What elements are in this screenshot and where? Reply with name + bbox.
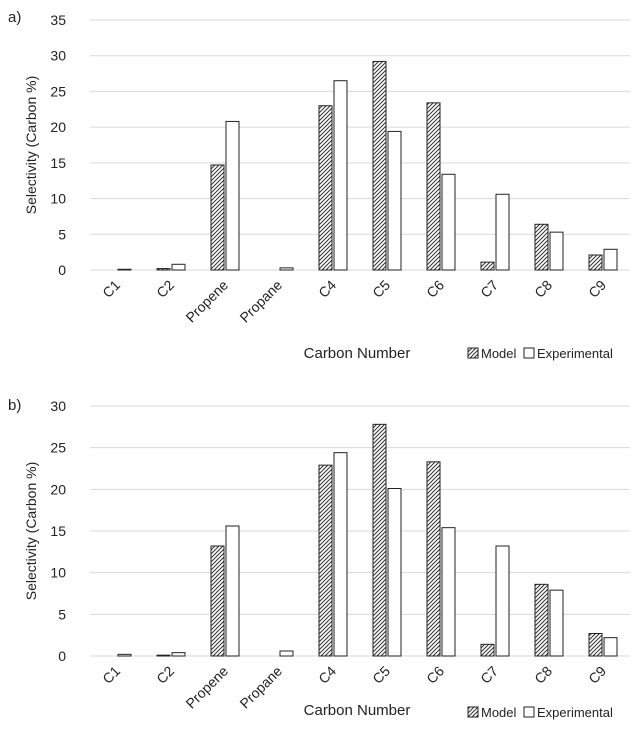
x-tick-label: C1 — [99, 277, 123, 301]
bar-experimental-c2 — [171, 263, 186, 271]
bar-model-c2 — [156, 268, 171, 271]
bar-model-c5 — [372, 423, 387, 657]
x-tick-label: C1 — [99, 663, 123, 687]
x-tick-label: C4 — [315, 277, 339, 301]
bar-model-c5 — [372, 60, 387, 271]
bar-model-c9 — [588, 633, 603, 657]
bar-experimental-c7 — [495, 545, 510, 657]
x-tick-label: C8 — [531, 663, 555, 687]
x-axis-label: Carbon Number — [304, 702, 411, 719]
y-tick-label: 35 — [50, 12, 66, 28]
x-tick-label: C6 — [423, 663, 447, 687]
y-tick-label: 0 — [58, 648, 66, 664]
x-tick-label: C7 — [477, 277, 501, 301]
x-tick-label: C6 — [423, 277, 447, 301]
chart-panel-a: 0 5 10 15 20 25 30 35 a) Selectivity (Carbon %) C1… — [0, 0, 635, 373]
legend-swatch-experimental — [523, 706, 535, 718]
x-tick-label: C2 — [153, 277, 177, 301]
bar-model-c8 — [534, 583, 549, 657]
x-tick-label: Propene — [182, 277, 231, 326]
bar-experimental-c4 — [333, 452, 348, 657]
bar-model-c7 — [480, 261, 495, 271]
x-tick-label: C5 — [369, 277, 393, 301]
panel-label: a) — [8, 9, 21, 26]
x-tick-label: Propene — [182, 663, 231, 712]
bar-model-propene — [210, 545, 225, 657]
x-tick-label: Propane — [236, 663, 285, 712]
bar-experimental-c1 — [117, 268, 132, 271]
bar-model-c4 — [318, 464, 333, 657]
bar-model-c2 — [156, 654, 171, 657]
bar-model-c8 — [534, 223, 549, 271]
bar-experimental-c8 — [549, 231, 564, 271]
bar-experimental-propene — [225, 525, 240, 657]
bar-experimental-c6 — [441, 173, 456, 271]
chart-panel-b: 0 5 10 15 20 25 30 b) Selectivity (Carbon %) C1 C2… — [0, 373, 635, 747]
y-tick-label: 25 — [50, 440, 66, 456]
x-tick-label: C9 — [585, 277, 609, 301]
bar-experimental-propene — [225, 120, 240, 271]
legend-label-model: Model — [481, 705, 517, 720]
x-axis-label: Carbon Number — [304, 345, 411, 362]
x-tick-label: C8 — [531, 277, 555, 301]
y-tick-label: 20 — [50, 481, 66, 497]
bar-experimental-c2 — [171, 652, 186, 657]
x-tick-label: C9 — [585, 663, 609, 687]
x-tick-label: C5 — [369, 663, 393, 687]
x-tick-label: C7 — [477, 663, 501, 687]
y-tick-label: 5 — [58, 226, 66, 242]
y-tick-label: 15 — [50, 523, 66, 539]
y-tick-label: 10 — [50, 565, 66, 581]
bar-experimental-c8 — [549, 589, 564, 657]
bar-model-c6 — [426, 461, 441, 657]
legend-swatch-experimental — [523, 347, 535, 359]
y-axis-label: Selectivity (Carbon %) — [23, 462, 39, 601]
x-tick-label: C4 — [315, 663, 339, 687]
y-tick-label: 5 — [58, 606, 66, 622]
bar-experimental-c1 — [117, 653, 132, 657]
bar-experimental-c4 — [333, 80, 348, 271]
y-tick-label: 20 — [50, 119, 66, 135]
y-tick-label: 30 — [50, 48, 66, 64]
bar-experimental-c9 — [603, 637, 618, 657]
bar-experimental-c6 — [441, 527, 456, 657]
bar-experimental-c5 — [387, 130, 402, 271]
bar-experimental-c7 — [495, 193, 510, 271]
bar-model-c9 — [588, 254, 603, 271]
bar-experimental-c5 — [387, 488, 402, 657]
bar-experimental-propane — [279, 267, 294, 271]
y-axis-label: Selectivity (Carbon %) — [23, 76, 39, 215]
chart-b-svg: 0 5 10 15 20 25 30 b) Selectivity (Carbon %) C1 C2… — [8, 397, 630, 720]
bar-model-c4 — [318, 105, 333, 271]
chart-a-svg: 0 5 10 15 20 25 30 35 a) Selectivity (Carbon %) C1… — [8, 9, 630, 362]
x-tick-label: C2 — [153, 663, 177, 687]
legend-label-model: Model — [481, 346, 517, 361]
bar-model-c6 — [426, 102, 441, 271]
y-tick-label: 10 — [50, 191, 66, 207]
y-tick-label: 15 — [50, 155, 66, 171]
bar-experimental-c9 — [603, 248, 618, 271]
legend-label-experimental: Experimental — [537, 346, 613, 361]
panel-label: b) — [8, 397, 21, 414]
bar-experimental-propane — [279, 650, 294, 657]
x-tick-label: Propane — [236, 277, 285, 326]
bar-model-c7 — [480, 643, 495, 657]
y-tick-label: 0 — [58, 262, 66, 278]
legend-swatch-model — [467, 706, 479, 718]
bar-model-propene — [210, 164, 225, 271]
y-tick-label: 25 — [50, 83, 66, 99]
legend-label-experimental: Experimental — [537, 705, 613, 720]
legend-swatch-model — [467, 347, 479, 359]
y-tick-label: 30 — [50, 398, 66, 414]
